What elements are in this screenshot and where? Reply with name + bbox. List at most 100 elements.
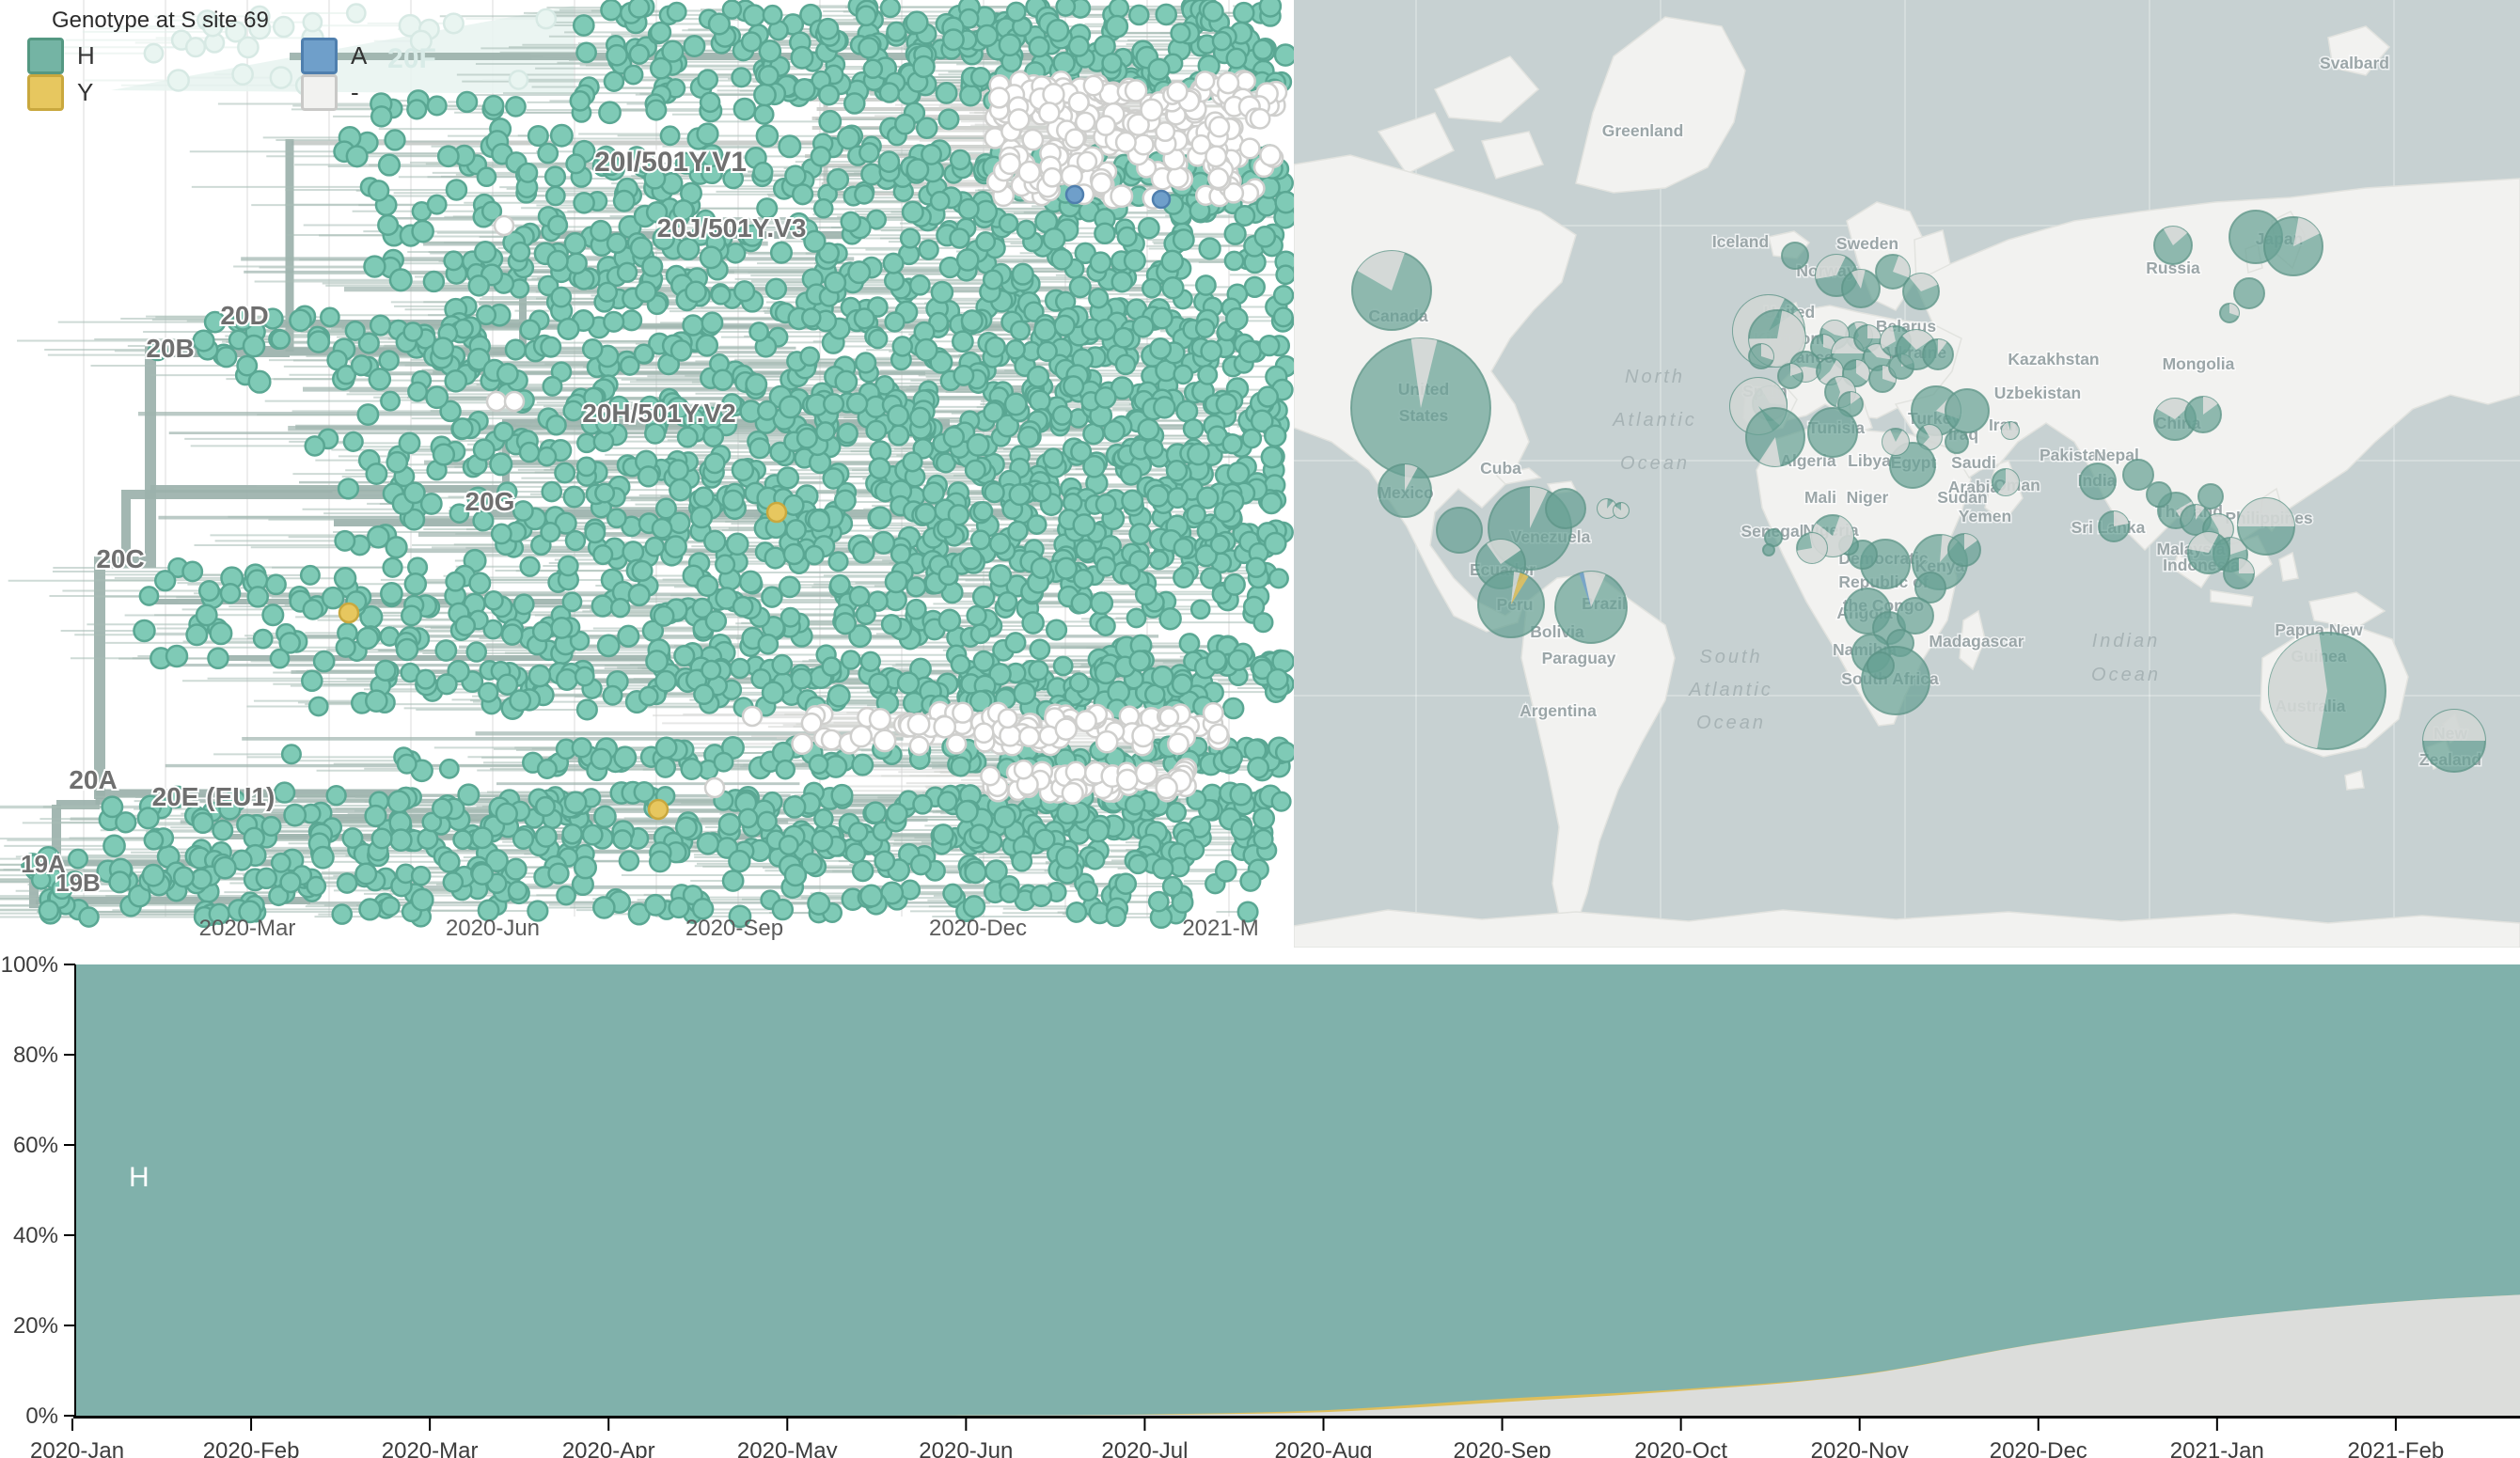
- tree-tip[interactable]: [374, 659, 397, 682]
- clade-label[interactable]: 19B: [54, 867, 102, 899]
- tree-tip[interactable]: [503, 390, 526, 413]
- tree-tip[interactable]: [799, 346, 821, 368]
- tree-tip[interactable]: [1036, 340, 1058, 363]
- tree-tip[interactable]: [955, 248, 980, 272]
- tree-tip[interactable]: [1236, 901, 1259, 923]
- tree-tip[interactable]: [816, 17, 840, 40]
- tree-tip[interactable]: [762, 4, 783, 25]
- legend-swatch[interactable]: [27, 74, 64, 111]
- tree-tip[interactable]: [959, 546, 983, 571]
- tree-tip[interactable]: [415, 668, 436, 690]
- tree-tip[interactable]: [425, 385, 449, 410]
- tree-tip[interactable]: [302, 11, 323, 33]
- tree-tip[interactable]: [1132, 133, 1155, 156]
- tree-tip[interactable]: [454, 615, 477, 636]
- tree-tip[interactable]: [901, 200, 924, 224]
- tree-tip[interactable]: [654, 736, 678, 760]
- tree-tip[interactable]: [1274, 741, 1294, 763]
- tree-tip[interactable]: [334, 529, 356, 552]
- pie-slice-h[interactable]: [1436, 507, 1483, 554]
- clade-label[interactable]: 20I/501Y.V1: [592, 145, 748, 180]
- tree-tip[interactable]: [484, 849, 509, 873]
- tree-tip[interactable]: [710, 284, 732, 306]
- pie-slice-deletion[interactable]: [1797, 532, 1827, 563]
- tree-tip[interactable]: [988, 564, 1013, 588]
- tree-tip[interactable]: [1268, 568, 1289, 589]
- tree-tip[interactable]: [691, 898, 715, 920]
- tree-tip[interactable]: [1095, 318, 1117, 341]
- map-pie-chart[interactable]: [1945, 388, 1990, 433]
- tree-tip[interactable]: [855, 604, 876, 626]
- tree-tip[interactable]: [141, 863, 165, 887]
- tree-tip[interactable]: [489, 452, 513, 477]
- tree-tip[interactable]: [1094, 222, 1116, 245]
- tree-tip[interactable]: [1260, 446, 1284, 469]
- tree-tip[interactable]: [752, 161, 774, 182]
- tree-tip[interactable]: [649, 21, 672, 44]
- tree-tip[interactable]: [190, 868, 213, 890]
- tree-tip[interactable]: [576, 432, 597, 454]
- tree-tip[interactable]: [700, 144, 724, 168]
- pie-slice-deletion[interactable]: [1882, 366, 1896, 384]
- tree-tip[interactable]: [899, 879, 921, 901]
- tree-tip[interactable]: [410, 887, 434, 912]
- map-pie-chart[interactable]: [2184, 396, 2222, 433]
- tree-tip[interactable]: [1033, 828, 1056, 851]
- tree-tip[interactable]: [1115, 768, 1139, 792]
- tree-tip[interactable]: [937, 608, 962, 633]
- tree-tip[interactable]: [1095, 115, 1117, 136]
- tree-tip[interactable]: [1116, 226, 1138, 247]
- tree-tip[interactable]: [821, 656, 843, 677]
- tree-tip[interactable]: [544, 185, 566, 207]
- tree-tip[interactable]: [442, 12, 465, 35]
- tree-tip[interactable]: [811, 829, 834, 853]
- pie-slice-deletion[interactable]: [1880, 326, 1896, 349]
- tree-tip[interactable]: [902, 451, 923, 473]
- tree-tip[interactable]: [887, 404, 910, 428]
- tree-tip[interactable]: [1028, 36, 1050, 58]
- tree-tip[interactable]: [644, 893, 667, 917]
- tree-tip[interactable]: [617, 624, 640, 648]
- pie-slice-deletion[interactable]: [1530, 487, 1548, 528]
- tree-tip[interactable]: [847, 822, 869, 843]
- tree-tip[interactable]: [231, 308, 255, 331]
- tree-tip[interactable]: [378, 350, 400, 371]
- tree-tip[interactable]: [541, 480, 563, 503]
- tree-tip[interactable]: [1114, 872, 1138, 895]
- pie-slice-y[interactable]: [1511, 572, 1529, 604]
- tree-tip-a[interactable]: [1151, 189, 1172, 210]
- tree-tip[interactable]: [906, 712, 931, 736]
- tree-tip[interactable]: [388, 268, 413, 292]
- tree-tip[interactable]: [237, 36, 260, 59]
- tree-tip[interactable]: [562, 485, 586, 509]
- tree-tip[interactable]: [695, 334, 719, 357]
- tree-tip[interactable]: [1196, 521, 1218, 542]
- clade-label[interactable]: 19A: [19, 848, 68, 880]
- pie-slice-deletion[interactable]: [2196, 505, 2205, 520]
- tree-tip[interactable]: [962, 895, 986, 918]
- tree-tip[interactable]: [918, 239, 939, 260]
- tree-tip[interactable]: [1027, 365, 1050, 388]
- tree-tip[interactable]: [622, 541, 645, 563]
- tree-tip[interactable]: [860, 163, 884, 186]
- tree-tip[interactable]: [673, 644, 696, 667]
- tree-tip[interactable]: [1234, 205, 1256, 227]
- tree-tip[interactable]: [862, 58, 884, 79]
- tree-tip[interactable]: [740, 31, 763, 53]
- tree-tip[interactable]: [1146, 484, 1170, 508]
- tree-tip[interactable]: [1245, 557, 1268, 579]
- tree-tip[interactable]: [432, 797, 453, 820]
- tree-tip[interactable]: [301, 669, 323, 693]
- tree-tip[interactable]: [942, 883, 963, 904]
- tree-tip[interactable]: [950, 756, 971, 777]
- map-pie-chart[interactable]: [1882, 428, 1910, 456]
- tree-tip[interactable]: [827, 551, 849, 572]
- tree-tip[interactable]: [528, 664, 552, 688]
- tree-tip[interactable]: [745, 372, 768, 396]
- tree-tip[interactable]: [622, 64, 644, 86]
- tree-tip[interactable]: [517, 162, 539, 183]
- tree-tip[interactable]: [1070, 440, 1093, 463]
- tree-tip[interactable]: [1070, 592, 1093, 615]
- tree-tip[interactable]: [960, 309, 984, 333]
- tree-tip[interactable]: [1175, 400, 1199, 423]
